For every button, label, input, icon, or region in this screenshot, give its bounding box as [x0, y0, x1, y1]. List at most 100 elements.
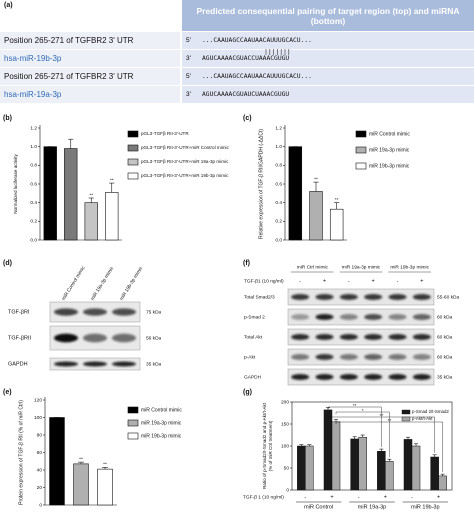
blot-band	[412, 374, 431, 380]
y-tick-label: 0.4	[275, 200, 282, 206]
strand-end: 5'	[186, 37, 191, 44]
y-tick-label: 1.0	[30, 144, 37, 150]
y-tick-label: 20	[37, 485, 43, 491]
blot-band	[112, 308, 136, 316]
x-tick-label: -	[304, 494, 306, 500]
blot-band	[112, 361, 136, 367]
panel-label: (c)	[243, 115, 252, 122]
strand-end: 3'	[186, 55, 191, 62]
blot-band	[412, 334, 431, 340]
row-label: GAPDH	[8, 361, 28, 367]
table-row: hsa-miR-19a-3p 3' AGUCAAAACGUAUCUAAACGUGU	[0, 86, 474, 104]
bar	[323, 409, 333, 491]
blot-band	[291, 354, 310, 360]
panel-label: (f)	[243, 260, 250, 267]
x-tick-label: +	[330, 494, 333, 500]
lane-label: +	[323, 278, 326, 284]
legend-swatch	[127, 172, 139, 180]
panel-label: (g)	[243, 389, 252, 396]
y-tick-label: 200	[281, 399, 289, 405]
row-name: Position 265-271 of TGFBR2 3' UTR	[0, 32, 180, 50]
blot-band	[291, 374, 310, 380]
blot-band	[364, 314, 383, 320]
bar	[309, 191, 323, 241]
strand-end: 3'	[186, 91, 191, 98]
y-tick-label: 100	[281, 443, 289, 449]
blot-band	[315, 294, 334, 300]
size-label: 60 kDa	[437, 314, 453, 320]
sequence: AGUCAAAACGUACCUAAACGUGU	[202, 55, 290, 62]
sequence: AGUCAAAACGUAUCUAAACGUGU	[202, 91, 290, 98]
blot-band	[54, 308, 78, 316]
blot-band	[83, 308, 107, 316]
y-tick-label: 60	[37, 450, 43, 456]
blot-band	[291, 294, 310, 300]
blot-band	[291, 334, 310, 340]
y-tick-label: 0.8	[275, 163, 282, 169]
bar	[377, 451, 386, 491]
bar	[350, 438, 359, 491]
group-label: miR Ctrl mimic	[297, 264, 329, 270]
panel-a: (a) Predicted consequential pairing of t…	[0, 0, 474, 107]
row-cell: 3' AGUCAAAACGUAUCUAAACGUGU	[180, 86, 474, 104]
y-axis-label: (% of miR Ctrl treatment)	[268, 420, 273, 471]
y-tick-label: 80	[37, 432, 43, 438]
significance: **	[314, 176, 318, 182]
blot-band	[388, 314, 407, 320]
y-tick-label: 40	[37, 467, 43, 473]
legend-label: miR 19a-3p mimic	[141, 420, 182, 426]
blot-band	[54, 333, 78, 343]
x-axis-label: TGF-β 1 (10 ng/ml)	[243, 494, 284, 500]
legend-swatch	[401, 409, 411, 415]
blot-band	[112, 333, 136, 343]
bar	[430, 456, 439, 491]
legend-label: miR 19b-3p mimic	[369, 163, 410, 169]
sequence: ...CAAUAGCCAAUAACAUUUGCACU...	[202, 37, 312, 44]
significance: **	[379, 413, 383, 419]
legend-label: pGL3-TGFβ RII-3'-UTR+miR Control mimic	[141, 145, 230, 150]
bar	[297, 445, 306, 491]
y-tick-label: 1.2	[30, 125, 37, 131]
blot-band	[364, 294, 383, 300]
x-tick-label: +	[384, 494, 387, 500]
panel-label: (a)	[0, 0, 180, 32]
lane-label: -	[299, 278, 301, 284]
y-tick-label: 0	[286, 487, 289, 493]
significance: **	[79, 456, 83, 462]
legend-label: miR Control mimic	[369, 131, 410, 137]
bar	[288, 146, 303, 241]
blot-band	[54, 361, 78, 367]
lane-label: miR Control mimic	[61, 265, 87, 302]
y-tick-label: 0.6	[275, 181, 282, 187]
header-cell: Predicted consequential pairing of targe…	[180, 0, 474, 32]
blot-band	[339, 294, 358, 300]
size-label: 56 kDa	[146, 335, 162, 341]
legend-swatch	[355, 146, 367, 154]
y-axis-label: Relative expression of TGF-β RII/GAPDH (…	[258, 129, 264, 239]
panel-label: (e)	[3, 389, 12, 396]
y-tick-label: 0.0	[30, 237, 37, 243]
bar	[329, 208, 344, 241]
x-tick-label: +	[437, 494, 440, 500]
bar	[331, 421, 341, 491]
bar	[97, 468, 113, 506]
size-label: 35 kDa	[146, 361, 162, 367]
size-label: 35 kDa	[437, 374, 453, 380]
legend-swatch	[127, 158, 139, 166]
row-label: GAPDH	[244, 374, 262, 380]
significance: **	[335, 197, 339, 203]
y-axis-label: Normalized luciferase activity	[13, 154, 18, 214]
table-header: (a) Predicted consequential pairing of t…	[0, 0, 474, 32]
blot-band	[388, 294, 407, 300]
group-label: miR 19a-3p	[358, 504, 386, 510]
bar	[49, 417, 65, 506]
y-tick-label: 100	[34, 415, 42, 421]
row-label: Total Smad2/3	[244, 294, 275, 300]
significance: **	[89, 192, 93, 198]
legend-swatch	[355, 162, 367, 170]
table-row: Position 265-271 of TGFBR2 3' UTR 5' ...C…	[0, 32, 474, 50]
legend-swatch	[127, 432, 139, 440]
blot-band	[412, 294, 431, 300]
legend-label: p-Akt/t-Akt	[412, 416, 433, 421]
